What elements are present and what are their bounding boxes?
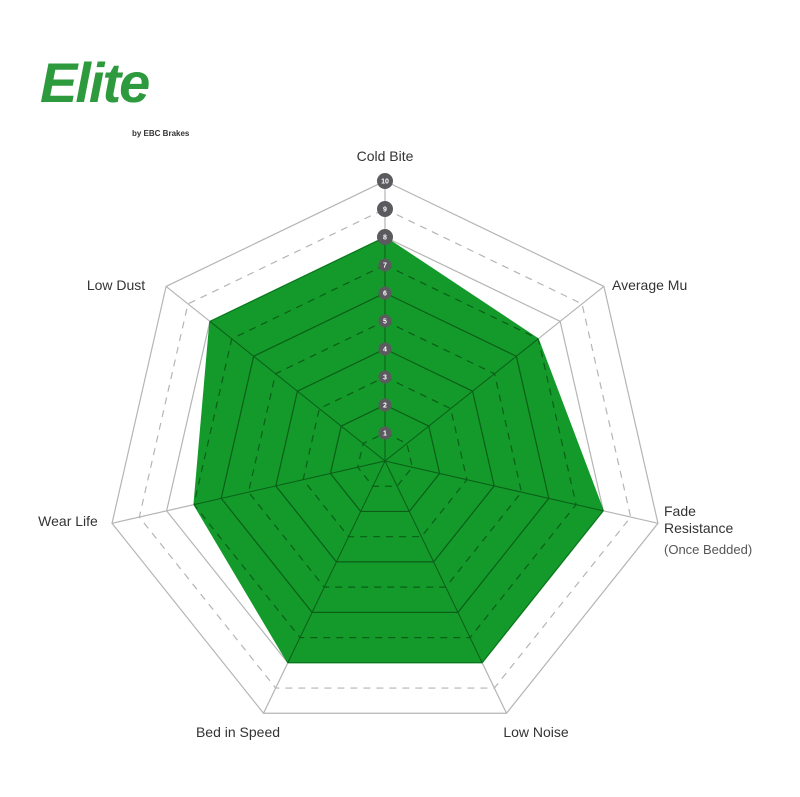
axis-label: Cold Bite	[357, 148, 414, 164]
grid-ring-inner-6	[220, 292, 550, 613]
tick-label: 1	[383, 431, 387, 438]
tick-label: 10	[381, 179, 389, 186]
tick-badge-7	[378, 258, 392, 272]
grid-ring-inner-2	[329, 404, 441, 513]
tick-badge-8	[377, 229, 393, 245]
tick-badge-2	[378, 398, 392, 412]
axis-label: Low Dust	[87, 277, 145, 293]
tick-badge-3	[378, 370, 392, 384]
radar-ticks: 1 2 3 4 5 6 7 8 9 10	[377, 173, 393, 440]
grid-ring-inner-5	[247, 320, 523, 588]
tick-badge-6	[378, 286, 392, 300]
axis-label: Fade Resistance	[664, 503, 733, 536]
radar-labels: Cold Bite Average Mu Fade Resistance (Once B…	[38, 148, 752, 740]
spoke-outer	[537, 285, 605, 340]
spoke-outer	[262, 662, 289, 714]
tick-badge-4	[378, 342, 392, 356]
spoke-outer	[165, 285, 211, 322]
axis-sublabel: (Once Bedded)	[664, 542, 752, 557]
tick-label: 5	[383, 319, 387, 326]
logo-brand: Elite	[40, 51, 149, 114]
spoke-outer	[603, 510, 659, 524]
axis-label: Low Noise	[503, 724, 569, 740]
tick-label: 7	[383, 263, 387, 270]
tick-badge-9	[377, 201, 393, 217]
grid-ring-inner-1	[357, 432, 413, 487]
tick-label: 9	[383, 207, 387, 214]
spoke	[384, 460, 604, 524]
spoke-outer	[111, 504, 195, 524]
tick-label: 4	[383, 347, 387, 354]
axis-label: Wear Life	[38, 513, 98, 529]
tick-label: 3	[383, 375, 387, 382]
grid-ring-inner-7	[193, 264, 577, 639]
tick-badge-5	[378, 314, 392, 328]
axis-label: Bed in Speed	[196, 724, 280, 740]
tick-badge-1	[378, 426, 392, 440]
elite-logo: Elite by EBC Brakes	[40, 51, 190, 138]
tick-label: 8	[383, 235, 387, 242]
grid-ring-inner-4	[275, 348, 495, 563]
spoke	[263, 460, 386, 663]
tick-label: 2	[383, 403, 387, 410]
logo-tagline: by EBC Brakes	[132, 129, 190, 138]
axis-label: Average Mu	[612, 277, 687, 293]
spoke	[193, 460, 386, 524]
tick-badge-10	[377, 173, 393, 189]
tick-label: 6	[383, 291, 387, 298]
grid-ring-10	[111, 180, 659, 714]
spoke-outer	[481, 662, 508, 714]
spoke	[384, 460, 507, 663]
grid-ring-9	[138, 208, 632, 689]
